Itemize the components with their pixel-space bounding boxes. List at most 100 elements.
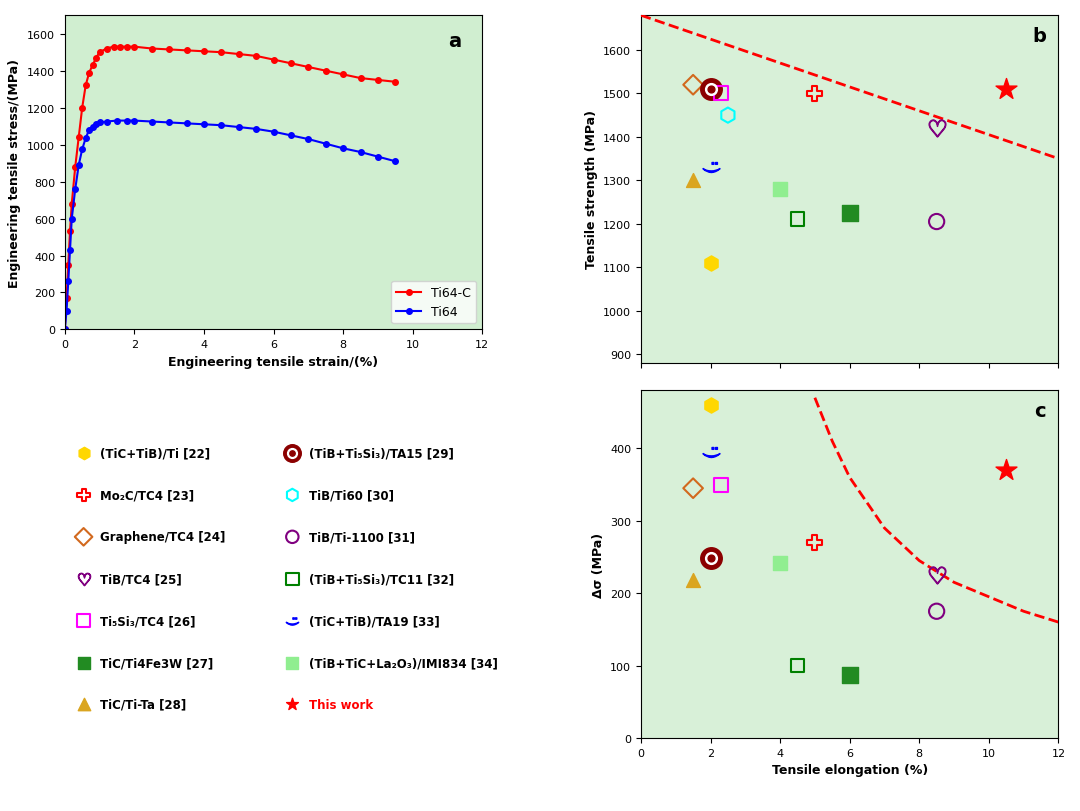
Point: [284, 447, 301, 460]
Ti64: [232, 123, 245, 133]
Point: [284, 447, 301, 460]
Ti64-C: [198, 47, 211, 57]
Ti64-C: [267, 56, 280, 66]
Ti64: [65, 214, 78, 224]
Ti64: [180, 119, 193, 129]
Point: [284, 656, 301, 669]
Ti64-C: [65, 200, 78, 209]
Text: TiB/Ti60 [30]: TiB/Ti60 [30]: [309, 489, 394, 502]
Point: [771, 556, 788, 569]
Ti64-C: [127, 43, 140, 53]
Y-axis label: Δσ (MPa): Δσ (MPa): [592, 532, 605, 597]
Point: [284, 573, 301, 586]
Point: [75, 573, 92, 586]
Line: Ti64-C: Ti64-C: [62, 45, 399, 333]
Ti64-C: [389, 78, 402, 88]
Point: [284, 447, 301, 460]
Ti64-C: [163, 45, 176, 55]
Point: [702, 446, 719, 459]
Ti64: [62, 277, 75, 287]
Ti64-C: [146, 45, 159, 54]
Ti64-C: [354, 74, 367, 84]
Ti64-C: [337, 71, 350, 80]
Point: [928, 122, 945, 135]
Point: [713, 478, 730, 491]
Point: [998, 84, 1015, 97]
Ti64: [79, 134, 92, 144]
Text: Ti₅Si₃/TC4 [26]: Ti₅Si₃/TC4 [26]: [100, 615, 195, 628]
Ti64-C: [90, 54, 103, 63]
Y-axis label: Engineering tensile stress/(MPa): Engineering tensile stress/(MPa): [9, 58, 22, 287]
Point: [685, 482, 702, 495]
Point: [713, 88, 730, 101]
Ti64: [93, 118, 106, 128]
Ti64: [267, 127, 280, 137]
Ti64-C: [180, 46, 193, 56]
Point: [719, 109, 737, 122]
Ti64: [146, 118, 159, 127]
Text: TiC/Ti4Fe3W [27]: TiC/Ti4Fe3W [27]: [100, 656, 214, 669]
Point: [928, 605, 945, 618]
Text: TiB/Ti-1100 [31]: TiB/Ti-1100 [31]: [309, 530, 415, 543]
Point: [928, 569, 945, 581]
Text: (TiC+TiB)/Ti [22]: (TiC+TiB)/Ti [22]: [100, 447, 211, 460]
Ti64-C: [232, 50, 245, 60]
Ti64-C: [114, 43, 127, 53]
Point: [75, 447, 92, 460]
Point: [788, 659, 806, 672]
Text: (TiB+TiC+La₂O₃)/IMI834 [34]: (TiB+TiC+La₂O₃)/IMI834 [34]: [309, 656, 498, 669]
Point: [75, 530, 92, 543]
Ti64: [127, 117, 140, 127]
Point: [685, 174, 702, 187]
Ti64: [86, 123, 99, 133]
Ti64-C: [72, 133, 85, 143]
Text: b: b: [1032, 27, 1045, 45]
Ti64: [76, 145, 89, 155]
Ti64: [372, 152, 384, 162]
Ti64: [249, 125, 262, 135]
Point: [788, 213, 806, 226]
Ti64: [100, 118, 113, 127]
Point: [841, 207, 859, 220]
Ti64: [354, 148, 367, 157]
Point: [685, 79, 702, 92]
Point: [702, 84, 719, 97]
Ti64: [163, 118, 176, 128]
Ti64: [389, 157, 402, 167]
Ti64: [69, 185, 82, 195]
Ti64-C: [100, 45, 113, 54]
Ti64: [301, 135, 314, 145]
Point: [75, 489, 92, 502]
Point: [702, 552, 719, 565]
Text: c: c: [1035, 401, 1045, 420]
Ti64-C: [107, 43, 120, 53]
Legend: Ti64-C, Ti64: Ti64-C, Ti64: [391, 281, 476, 324]
Point: [284, 530, 301, 543]
Text: a: a: [448, 32, 461, 51]
Point: [771, 183, 788, 196]
Point: [284, 489, 301, 502]
Ti64: [198, 120, 211, 130]
Text: TiC/Ti-Ta [28]: TiC/Ti-Ta [28]: [100, 698, 187, 711]
X-axis label: Tensile elongation (%): Tensile elongation (%): [771, 763, 928, 776]
Ti64-C: [62, 260, 75, 270]
Ti64-C: [86, 61, 99, 71]
Point: [75, 656, 92, 669]
Point: [702, 257, 719, 270]
Text: Mo₂C/TC4 [23]: Mo₂C/TC4 [23]: [100, 489, 194, 502]
X-axis label: Engineering tensile strain/(%): Engineering tensile strain/(%): [168, 355, 379, 368]
Ti64-C: [215, 49, 228, 58]
Ti64: [58, 325, 71, 335]
Ti64: [121, 117, 134, 127]
Ti64: [215, 121, 228, 131]
Text: This work: This work: [309, 698, 374, 711]
Ti64-C: [69, 163, 82, 173]
Ti64: [320, 139, 333, 149]
Point: [702, 399, 719, 412]
Ti64: [284, 131, 297, 141]
Ti64-C: [301, 63, 314, 73]
Ti64-C: [60, 294, 73, 303]
Ti64-C: [64, 227, 77, 237]
Text: (TiC+TiB)/TA19 [33]: (TiC+TiB)/TA19 [33]: [309, 615, 440, 628]
Ti64: [83, 126, 96, 135]
